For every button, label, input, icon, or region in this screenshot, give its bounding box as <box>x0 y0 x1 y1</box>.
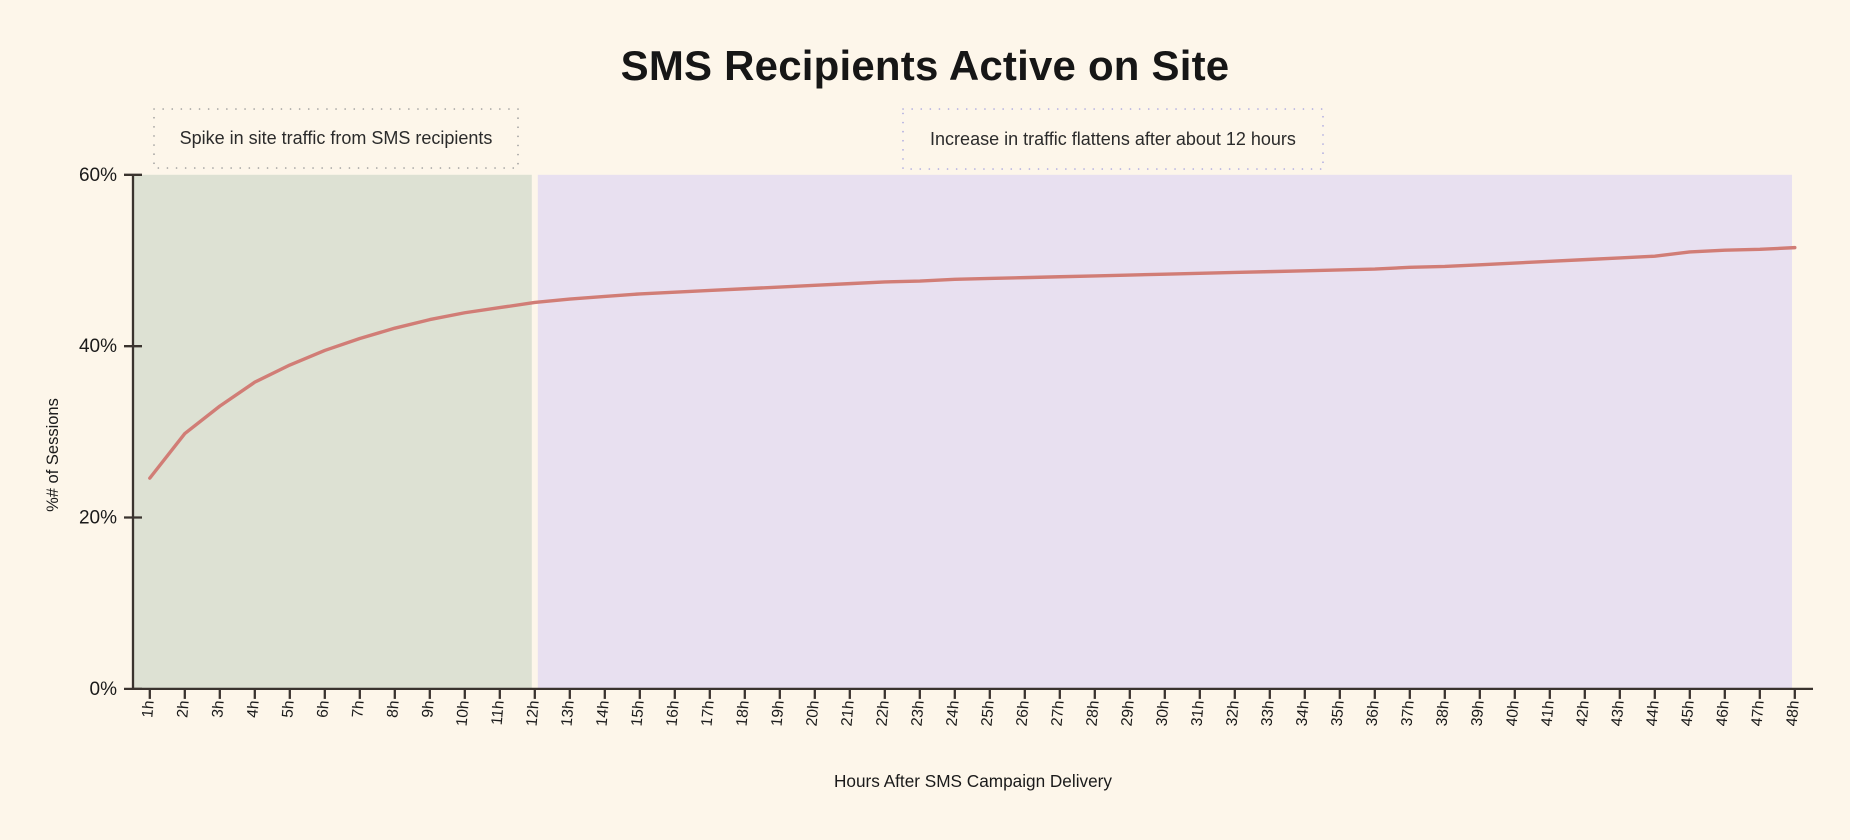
svg-text:13h: 13h <box>559 700 578 727</box>
svg-text:14h: 14h <box>594 700 613 727</box>
svg-text:15h: 15h <box>629 700 648 727</box>
svg-text:17h: 17h <box>699 700 718 727</box>
svg-text:22h: 22h <box>874 700 893 727</box>
svg-text:6h: 6h <box>314 700 332 719</box>
svg-text:29h: 29h <box>1119 700 1138 727</box>
svg-text:11h: 11h <box>489 700 508 726</box>
svg-text:37h: 37h <box>1399 700 1418 727</box>
svg-text:44h: 44h <box>1644 700 1663 727</box>
svg-text:33h: 33h <box>1259 700 1278 727</box>
svg-text:16h: 16h <box>664 700 683 727</box>
svg-text:39h: 39h <box>1469 700 1488 727</box>
svg-text:38h: 38h <box>1434 700 1453 727</box>
svg-text:23h: 23h <box>909 700 928 727</box>
svg-text:43h: 43h <box>1609 700 1628 727</box>
svg-text:10h: 10h <box>454 700 473 727</box>
svg-text:46h: 46h <box>1714 700 1733 727</box>
svg-text:18h: 18h <box>734 700 753 727</box>
svg-text:48h: 48h <box>1784 700 1803 727</box>
svg-text:35h: 35h <box>1329 700 1348 727</box>
svg-text:26h: 26h <box>1014 700 1033 727</box>
svg-text:2h: 2h <box>174 700 192 719</box>
svg-text:1h: 1h <box>139 700 157 719</box>
svg-text:40%: 40% <box>79 336 117 357</box>
svg-text:19h: 19h <box>769 700 788 727</box>
svg-text:20h: 20h <box>804 700 823 727</box>
svg-text:21h: 21h <box>839 700 858 727</box>
svg-text:34h: 34h <box>1294 700 1313 727</box>
svg-text:31h: 31h <box>1189 700 1208 727</box>
svg-text:40h: 40h <box>1504 700 1523 727</box>
svg-text:24h: 24h <box>944 700 963 727</box>
svg-text:28h: 28h <box>1084 700 1103 727</box>
svg-text:42h: 42h <box>1574 700 1593 727</box>
svg-text:25h: 25h <box>979 700 998 727</box>
svg-text:36h: 36h <box>1364 700 1383 727</box>
svg-text:20%: 20% <box>79 508 117 529</box>
svg-text:4h: 4h <box>244 700 262 719</box>
svg-text:8h: 8h <box>384 700 402 719</box>
svg-text:60%: 60% <box>79 165 117 186</box>
svg-text:0%: 0% <box>90 679 118 700</box>
svg-text:7h: 7h <box>349 700 367 719</box>
svg-text:30h: 30h <box>1154 700 1173 727</box>
svg-text:45h: 45h <box>1679 700 1698 727</box>
svg-text:32h: 32h <box>1224 700 1243 727</box>
svg-text:3h: 3h <box>209 700 227 719</box>
svg-text:9h: 9h <box>419 700 437 719</box>
svg-text:5h: 5h <box>279 700 297 719</box>
svg-text:27h: 27h <box>1049 700 1068 727</box>
svg-text:41h: 41h <box>1539 700 1558 727</box>
svg-text:47h: 47h <box>1749 700 1768 727</box>
svg-text:12h: 12h <box>524 700 543 727</box>
